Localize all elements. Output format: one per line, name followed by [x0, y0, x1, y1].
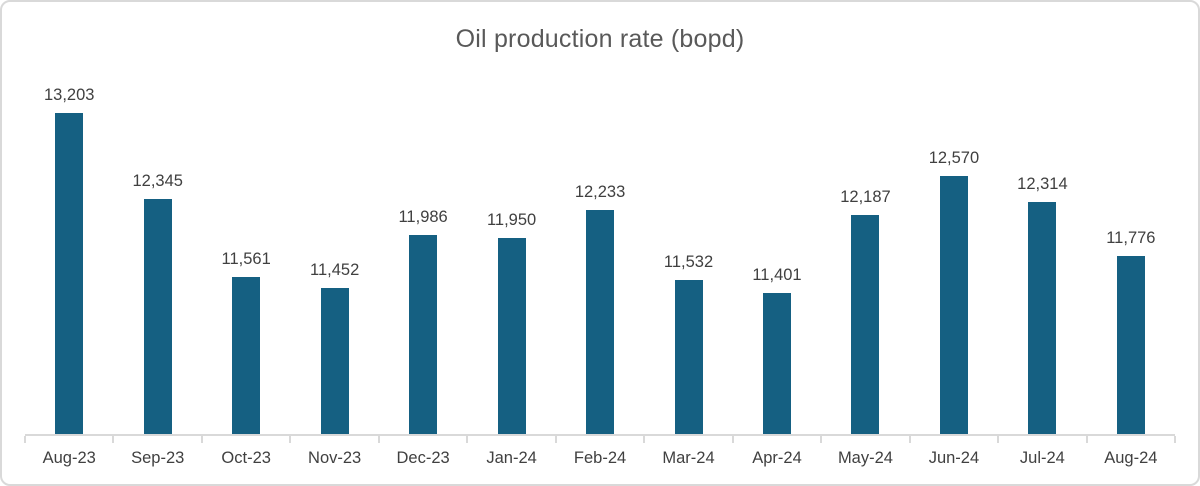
- bar: [320, 288, 349, 434]
- x-axis-tick: [289, 436, 292, 443]
- x-axis-tick: [554, 436, 557, 443]
- bar: [232, 277, 261, 434]
- bar-value-label: 12,314: [1017, 174, 1068, 193]
- x-axis-label: Nov-23: [308, 449, 362, 467]
- x-axis-label: Mar-24: [662, 449, 715, 467]
- x-axis-label: Aug-24: [1104, 449, 1158, 467]
- bar-value-label: 11,452: [310, 260, 360, 279]
- x-axis-label: Jul-24: [1019, 449, 1065, 467]
- bar-value-label: 13,203: [44, 85, 95, 104]
- bar: [851, 215, 880, 434]
- bar-group: 11,452: [290, 93, 378, 434]
- x-axis-tick: [820, 436, 823, 443]
- bar-value-label: 11,776: [1106, 228, 1156, 247]
- x-axis-tick: [24, 436, 26, 443]
- bar-value-label: 12,345: [132, 171, 183, 190]
- bar-group: 12,187: [821, 93, 909, 434]
- x-axis-label: Oct-23: [221, 449, 271, 467]
- bar: [586, 210, 615, 434]
- bar-group: 11,986: [379, 93, 467, 434]
- bar: [1116, 256, 1145, 434]
- x-axis-tick: [643, 436, 646, 443]
- x-axis-label: Feb-24: [573, 449, 627, 467]
- x-axis-label: Dec-23: [396, 449, 450, 467]
- bar-value-label: 12,570: [928, 148, 980, 167]
- bar-group: 12,233: [556, 93, 644, 434]
- bar-group: 12,570: [910, 93, 998, 434]
- bar-group: 11,950: [467, 93, 555, 434]
- bar: [409, 235, 438, 434]
- bar: [55, 113, 84, 434]
- bar: [939, 176, 968, 434]
- bar: [762, 293, 791, 434]
- bar-group: 11,532: [644, 93, 732, 434]
- bar-group: 12,345: [113, 93, 201, 434]
- bar: [143, 199, 172, 434]
- x-axis-tick: [1174, 436, 1176, 443]
- bar-value-label: 11,401: [752, 265, 802, 284]
- bar-value-label: 11,532: [663, 252, 714, 271]
- bar: [674, 280, 703, 434]
- x-axis-tick: [377, 436, 380, 443]
- plot-area: 13,203 12,345 11,561 11,452 11,986 11,950 12,2…: [25, 86, 1175, 434]
- x-axis-tick: [466, 436, 469, 443]
- bar-value-label: 11,986: [398, 207, 448, 226]
- bar-value-label: 11,561: [221, 249, 271, 268]
- x-axis-tick: [112, 436, 115, 443]
- x-axis-label: Sep-23: [131, 449, 185, 467]
- x-axis-tick: [908, 436, 911, 443]
- x-axis-tick: [731, 436, 734, 443]
- chart-title: Oil production rate (bopd): [455, 25, 745, 53]
- bar: [497, 238, 526, 434]
- x-axis-tick: [200, 436, 203, 443]
- x-axis-label: Apr-24: [752, 449, 802, 467]
- bar-value-label: 12,233: [574, 182, 626, 201]
- bar-group: 11,401: [733, 93, 821, 434]
- bar-group: 12,314: [998, 93, 1086, 434]
- bar-group: 11,561: [202, 93, 290, 434]
- x-axis-label: Jun-24: [928, 449, 980, 467]
- bar-value-label: 11,950: [486, 210, 537, 229]
- bar-value-label: 12,187: [840, 187, 891, 206]
- x-axis-line: [24, 434, 1176, 443]
- x-axis-label: Aug-23: [42, 449, 96, 467]
- bar-group: 13,203: [25, 86, 113, 434]
- x-axis-labels: Aug-23 Sep-23 Oct-23 Nov-23 Dec-23 Jan-24 Feb-…: [25, 446, 1175, 470]
- x-axis-tick: [997, 436, 1000, 443]
- x-axis-label: Jan-24: [486, 449, 537, 467]
- x-axis-tick: [1085, 436, 1088, 443]
- bar-group: 11,776: [1087, 93, 1175, 434]
- bar: [1028, 202, 1057, 434]
- x-axis-label: May-24: [837, 449, 893, 467]
